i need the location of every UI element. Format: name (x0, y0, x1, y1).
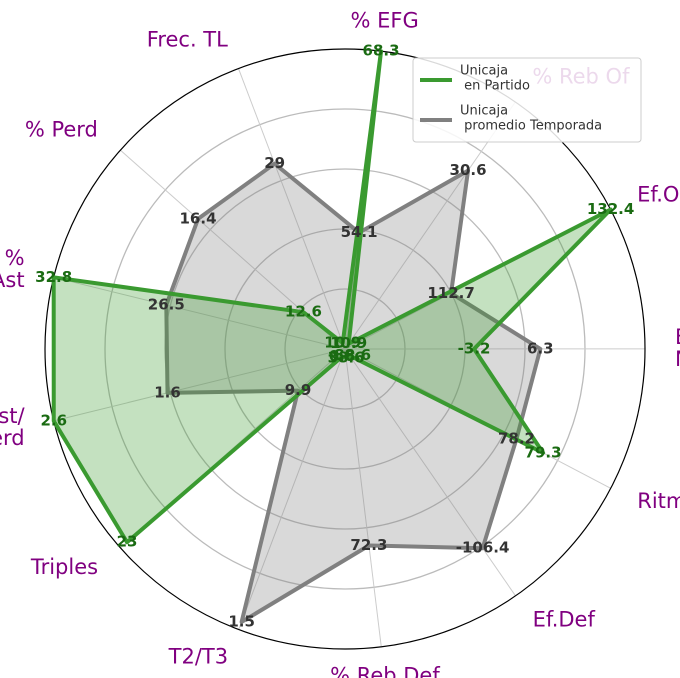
spoke (53, 276, 346, 350)
legend-label: Unicaja en Partido (460, 63, 530, 93)
value-label: 78.2 (498, 429, 535, 447)
value-label: -3.2 (458, 339, 491, 357)
axis-label: % EFG (351, 8, 419, 32)
value-label: 16.4 (180, 209, 217, 227)
legend-box (412, 57, 642, 143)
axis-label: Frec. TL (147, 27, 228, 51)
value-label: 72.3 (350, 536, 387, 554)
value-label: 0.8 (329, 347, 356, 365)
value-label: 29 (264, 154, 285, 172)
marks (51, 49, 613, 624)
spoke (344, 348, 516, 597)
value-label: 26.5 (148, 296, 185, 314)
value-label: 30.6 (450, 161, 487, 179)
series-area (164, 161, 543, 624)
value-label: 9.9 (285, 381, 312, 399)
value-label: 68.3 (363, 42, 400, 60)
axis-label: Ritmo (637, 489, 680, 513)
value-label: 6.3 (527, 339, 554, 357)
value-label: 12.6 (285, 303, 322, 321)
axis-label: Ast/Perd (0, 404, 26, 450)
value-label: 38.6 (328, 348, 365, 366)
value-label: 23 (117, 533, 138, 551)
value-label: 132.4 (587, 200, 634, 218)
value-label: 1.5 (228, 612, 255, 630)
labels: % EFG% Reb OfEf.OfEf.NetaRitmoEf.Def% Re… (0, 8, 680, 678)
value-label: -106.4 (456, 539, 510, 557)
spoke (344, 101, 516, 350)
value-label: 10.9 (324, 334, 361, 352)
spoke (238, 348, 346, 630)
spoke (344, 348, 382, 647)
value-label: 32.8 (35, 268, 72, 286)
axis-label: T2/T3 (168, 645, 228, 669)
axis-label: % Perd (25, 117, 98, 141)
value-label: 79.3 (525, 443, 562, 461)
axis-label: Ef.Neta (675, 325, 680, 371)
outer-ring (44, 48, 646, 650)
value-label: 10.9 (330, 334, 367, 352)
value-label: 112.7 (427, 284, 474, 302)
spoke (238, 68, 346, 350)
series-area (51, 49, 613, 545)
legend-label: Unicaja promedio Temporada (460, 103, 602, 133)
value-label: -88.6 (328, 346, 371, 364)
value-label: 54.1 (341, 223, 378, 241)
axis-label: %Ast (0, 246, 25, 292)
axis-label: Ef.Def (533, 608, 596, 632)
spoke (53, 348, 346, 422)
axis-label: Ef.Of (637, 183, 680, 207)
value-label: 1.6 (154, 383, 181, 401)
axis-label: % Reb Def (330, 664, 440, 678)
value-label: 2.6 (40, 411, 67, 429)
axis-label: Triples (30, 555, 98, 579)
